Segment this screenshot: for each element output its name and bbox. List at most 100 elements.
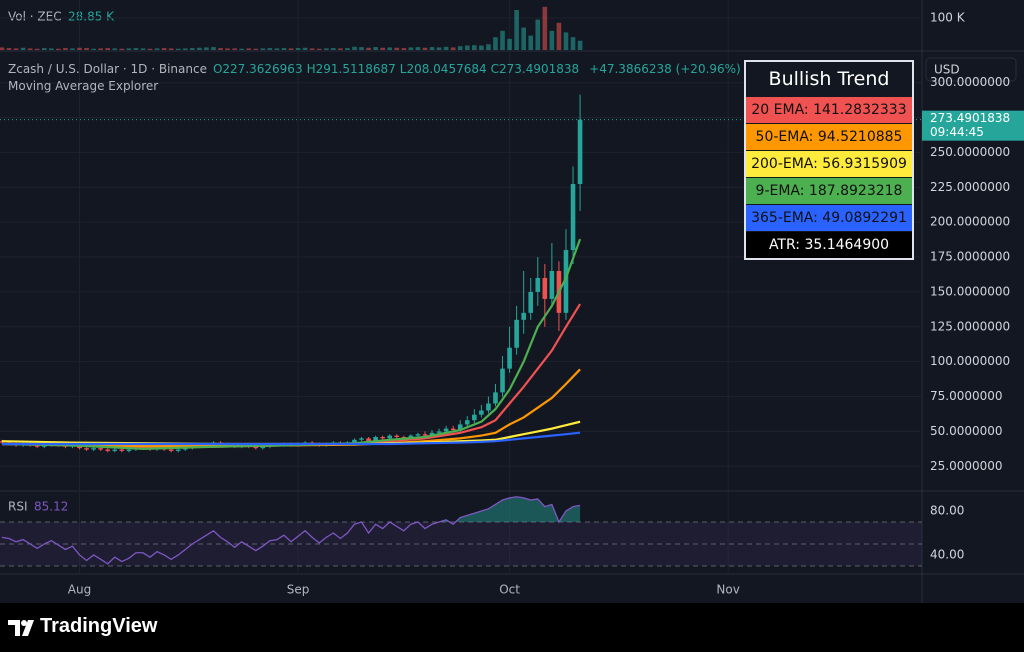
y-tick-label: 250.0000000: [930, 145, 1010, 159]
candle-body: [352, 439, 357, 443]
y-tick-label: 80.00: [930, 504, 964, 518]
volume-bar: [436, 47, 442, 50]
volume-bar: [274, 48, 280, 50]
candle-body: [359, 438, 364, 440]
volume-bar: [27, 48, 33, 50]
candle-body: [422, 434, 428, 436]
volume-bar: [225, 48, 230, 50]
volume-bar: [549, 30, 555, 50]
volume-bar: [345, 48, 350, 50]
volume-bar: [49, 48, 54, 50]
volume-bar: [331, 48, 336, 50]
volume-bar: [352, 46, 357, 50]
candle-body: [260, 446, 266, 449]
candle-body: [429, 432, 435, 436]
brand: TradingView: [40, 615, 158, 637]
volume-bar: [323, 48, 329, 50]
volume-bar: [267, 48, 273, 50]
volume-bar: [556, 22, 562, 50]
ema-line: [1, 431, 581, 446]
volume-bar: [253, 48, 259, 50]
logo-icon: [8, 620, 34, 636]
volume-bar: [359, 47, 364, 50]
ohlc-value: L208.0457684: [399, 62, 487, 76]
volume-bar: [542, 6, 548, 51]
candle-body: [415, 434, 421, 436]
volume-bar: [41, 48, 47, 50]
volume-bar: [464, 45, 470, 50]
volume-bar: [197, 47, 202, 50]
volume-bar: [380, 47, 385, 50]
y-tick-label: 50.0000000: [930, 424, 1003, 438]
y-tick-label: 300.0000000: [930, 75, 1010, 89]
y-tick-label: 75.0000000: [930, 389, 1003, 403]
candle-body: [500, 368, 505, 393]
y-tick-label: 25.0000000: [930, 459, 1003, 473]
legend-rows: 20 EMA: 141.2832333 50-EMA: 94.5210885 200…: [746, 96, 912, 231]
volume-bar: [415, 47, 421, 50]
volume-bar: [295, 48, 301, 50]
last-price-label: 273.4901838: [930, 111, 1010, 125]
candle-body: [528, 291, 534, 313]
volume-bar: [105, 48, 111, 50]
volume-bar: [91, 48, 96, 50]
candle-body: [91, 448, 96, 450]
candle-body: [507, 347, 512, 369]
candle-body: [175, 449, 181, 451]
rsi-value: 85.12: [34, 500, 68, 514]
volume-bar: [140, 48, 146, 50]
candle-body: [98, 448, 103, 450]
volume-bar: [168, 48, 174, 50]
candle-body: [34, 445, 40, 447]
candle-body: [112, 449, 118, 451]
volume-bar: [119, 48, 125, 50]
candle-body: [387, 435, 393, 439]
volume-bar: [500, 30, 505, 50]
x-tick-label: Aug: [68, 583, 91, 597]
volume-bar: [309, 48, 315, 50]
volume-bar: [373, 47, 378, 50]
rsi-line: [1, 496, 581, 565]
volume-bar: [507, 38, 512, 50]
volume-bar: [493, 37, 498, 50]
volume-bar: [387, 47, 393, 50]
currency-label[interactable]: USD: [934, 63, 960, 77]
volume-bar: [408, 47, 414, 50]
legend-entry: 50-EMA: 94.5210885: [746, 123, 912, 150]
y-tick-label: 175.0000000: [930, 250, 1010, 264]
volume-bar: [535, 19, 541, 50]
ohlc-value: O227.3626963: [212, 62, 303, 76]
volume-bar: [422, 47, 428, 50]
x-tick-label: Nov: [716, 583, 739, 597]
candle-body: [457, 424, 463, 431]
volume-bar: [20, 47, 26, 50]
candle-body: [450, 428, 456, 431]
volume-bar: [112, 48, 118, 50]
candle-body: [563, 250, 569, 313]
volume-bar: [394, 47, 400, 50]
volume-bar: [70, 48, 75, 50]
volume-bar: [211, 47, 216, 50]
volume-bar: [147, 48, 153, 50]
volume-bar: [450, 47, 456, 50]
ema-line: [1, 238, 582, 450]
legend-entry: 200-EMA: 56.9315909: [746, 150, 912, 177]
y-tick-label: 100.0000000: [930, 354, 1010, 368]
candle-body: [542, 277, 548, 299]
candle-body: [168, 449, 174, 451]
volume-bar: [0, 47, 5, 50]
candle-body: [493, 392, 498, 404]
ema-line: [1, 368, 581, 448]
y-tick-label: 200.0000000: [930, 215, 1010, 229]
currency-button[interactable]: [925, 57, 1017, 82]
header: Zcash / U.S. Dollar · 1D · Binance O227.3…: [8, 61, 747, 95]
atr-label: ATR: 35.1464900: [746, 231, 912, 258]
candle-body: [253, 446, 259, 449]
volume-bar: [514, 10, 519, 50]
candle-body: [408, 435, 414, 439]
volume-bar: [6, 48, 12, 50]
candle-body: [479, 410, 484, 415]
candle-body: [119, 449, 125, 451]
volume-bar: [260, 48, 266, 50]
